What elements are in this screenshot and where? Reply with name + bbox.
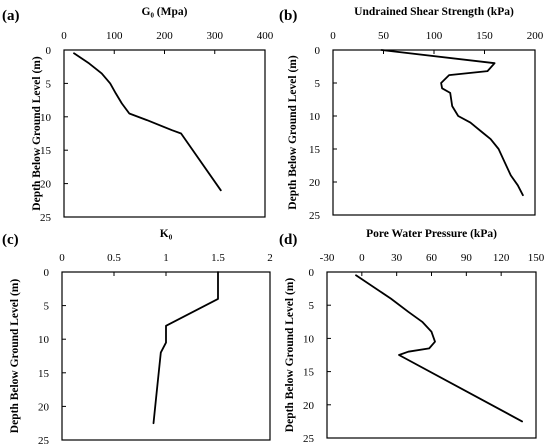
panel-label: (c): [2, 232, 19, 248]
y-tick-label: 0: [44, 267, 50, 279]
x-tick-label: 2: [267, 252, 273, 264]
data-line: [380, 49, 524, 197]
plot-frame: [332, 49, 536, 216]
panel-a: (a) G₀ (Mpa) 0 100 200 300 400 0 5 10 15 20 25Depth …: [2, 6, 274, 224]
y-axis-label: Depth Below Ground Level (m): [287, 55, 299, 210]
x-tick-label: 0.5: [107, 252, 121, 264]
y-tick-label: 15: [303, 367, 315, 379]
x-tick-label: -30: [320, 252, 335, 264]
x-tick-label: 200: [156, 30, 173, 42]
x-tick-label: 200: [527, 30, 544, 42]
x-tick-label: 120: [493, 252, 510, 264]
y-axis-label: Depth Below Ground Level (m): [9, 279, 21, 434]
y-tick-label: 25: [309, 210, 321, 222]
y-tick-label: 0: [46, 45, 52, 57]
x-tick-label: 0: [61, 30, 67, 42]
x-tick-label: 100: [106, 30, 123, 42]
x-tick-label: 0: [59, 252, 65, 264]
x-tick-label: 0: [330, 30, 336, 42]
x-tick-label: 50: [378, 30, 390, 42]
plot-frame: [326, 271, 537, 439]
x-tick-label: 0: [359, 252, 365, 264]
x-tick-label: 150: [528, 252, 545, 264]
data-line: [73, 52, 222, 192]
x-tick-label: 1.5: [211, 252, 225, 264]
y-tick-label: 15: [40, 145, 52, 157]
y-tick-label: 10: [38, 334, 50, 346]
x-axis-title: K₀: [160, 228, 173, 240]
x-tick-label: 100: [426, 30, 443, 42]
x-axis-title: G₀ (Mpa): [142, 6, 188, 18]
y-tick-label: 25: [38, 435, 50, 446]
y-axis-label: Depth Below Ground Level (m): [31, 56, 43, 211]
plot-frame: [63, 49, 266, 218]
panel-b: (b) Undrained Shear Strength (kPa)0 50 100 1…: [279, 6, 544, 222]
y-tick-label: 5: [309, 300, 315, 312]
y-tick-label: 0: [309, 267, 315, 279]
y-tick-label: 10: [309, 111, 321, 123]
panel-label: (b): [279, 8, 297, 24]
data-line: [355, 274, 523, 423]
x-axis-title: Undrained Shear Strength (kPa): [354, 6, 514, 18]
y-tick-label: 20: [309, 177, 321, 189]
x-tick-label: 90: [461, 252, 473, 264]
y-tick-label: 10: [303, 333, 315, 345]
panel-d: (d) Pore Water Pressure (kPa) -30 0 30 60 90 12…: [279, 228, 545, 445]
y-tick-label: 20: [38, 401, 50, 413]
y-tick-label: 20: [303, 400, 315, 412]
y-tick-label: 15: [38, 368, 50, 380]
panel-label: (d): [279, 232, 297, 248]
panel-label: (a): [2, 8, 20, 24]
x-tick-label: 150: [476, 30, 493, 42]
y-tick-label: 10: [40, 112, 52, 124]
x-tick-label: 30: [391, 252, 403, 264]
plot-frame: [61, 271, 271, 441]
x-tick-label: 400: [257, 30, 274, 42]
x-tick-label: 300: [207, 30, 224, 42]
y-tick-label: 0: [315, 45, 321, 57]
y-tick-label: 25: [303, 433, 315, 445]
y-tick-label: 20: [40, 179, 52, 191]
x-axis-title: Pore Water Pressure (kPa): [366, 228, 497, 240]
x-tick-label: 1: [163, 252, 169, 264]
x-tick-label: 60: [426, 252, 438, 264]
y-tick-label: 25: [40, 212, 52, 224]
y-tick-label: 5: [44, 301, 50, 313]
y-tick-label: 5: [46, 78, 52, 90]
data-line: [152, 271, 219, 425]
y-tick-label: 15: [309, 144, 321, 156]
y-tick-label: 5: [315, 78, 321, 90]
y-axis-label: Depth Below Ground Level (m): [284, 278, 296, 433]
